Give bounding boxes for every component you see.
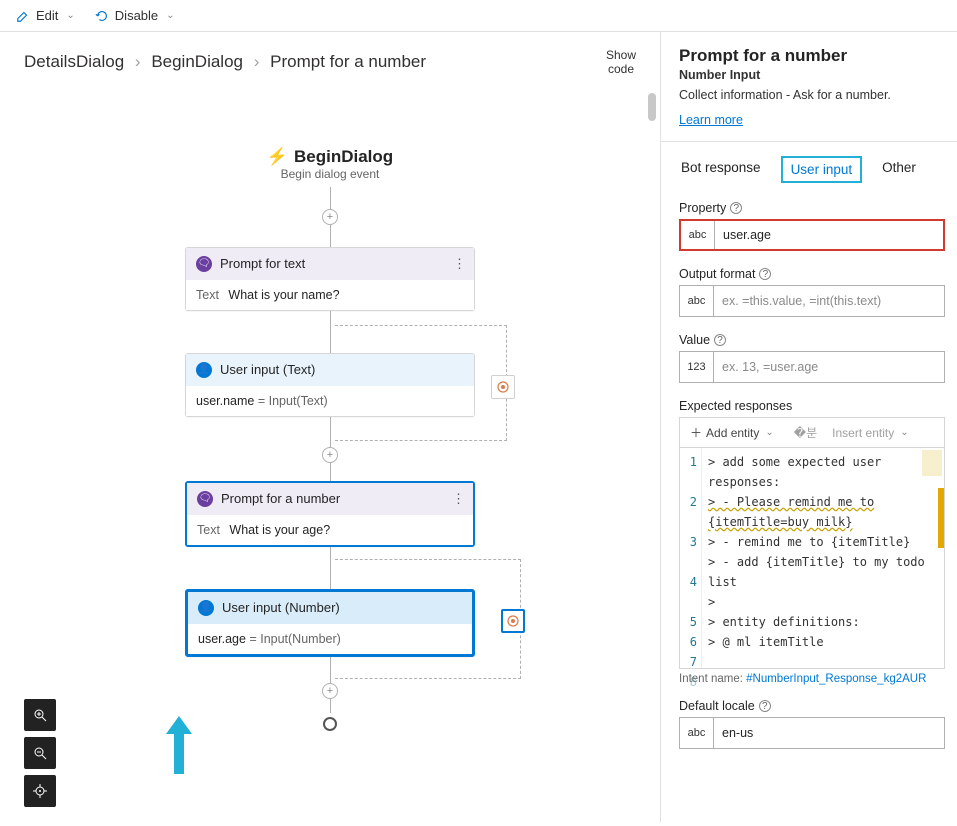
- minimap[interactable]: [922, 450, 942, 476]
- canvas-pane: DetailsDialog › BeginDialog › Prompt for…: [0, 32, 661, 822]
- connector: [330, 699, 331, 713]
- breadcrumb-item[interactable]: BeginDialog: [151, 52, 243, 71]
- tab-user-input[interactable]: User input: [781, 156, 863, 183]
- prompt-icon: 🗨: [197, 491, 213, 507]
- divider: [661, 141, 957, 142]
- prompt-text-card[interactable]: 🗨 Prompt for text ⋮ Text What is your na…: [185, 247, 475, 311]
- intent-link[interactable]: #NumberInput_Response_kg2AUR: [746, 673, 926, 685]
- end-node: [323, 717, 337, 731]
- connector: [330, 311, 331, 353]
- add-entity-button[interactable]: ＋ Add entity ⌄: [680, 418, 784, 447]
- connector: [330, 547, 331, 589]
- insert-entity-button[interactable]: �분ﾠInsert entity ⌄: [784, 418, 919, 447]
- type-prefix: abc: [681, 221, 715, 249]
- locale-input-row: abc: [679, 717, 945, 749]
- connector: [330, 657, 331, 683]
- help-icon[interactable]: ?: [759, 700, 771, 712]
- edit-label: Edit: [36, 8, 58, 23]
- connector: [330, 417, 331, 447]
- zoom-out-button[interactable]: [24, 737, 56, 769]
- prompt-number-card[interactable]: 🗨 Prompt for a number ⋮ Text What is you…: [185, 481, 475, 547]
- panel-subtype: Number Input: [679, 68, 945, 82]
- expected-label: Expected responses: [679, 399, 792, 413]
- edit-icon: [16, 9, 30, 23]
- add-node-button[interactable]: +: [322, 683, 338, 699]
- property-input[interactable]: [715, 221, 943, 249]
- show-code-button[interactable]: Show code: [606, 48, 636, 77]
- value-input[interactable]: [714, 352, 944, 382]
- outputfmt-input[interactable]: [714, 286, 944, 316]
- type-prefix: abc: [680, 718, 714, 748]
- panel-title: Prompt for a number: [679, 46, 945, 66]
- value-input-row: 123: [679, 351, 945, 383]
- breadcrumb-item[interactable]: DetailsDialog: [24, 52, 124, 71]
- toolbar: Edit ⌄ Disable ⌄: [0, 0, 957, 32]
- prompt-icon: 🗨: [196, 256, 212, 272]
- panel-tabs: Bot response User input Other: [679, 156, 945, 183]
- trigger-node[interactable]: ⚡BeginDialog Begin dialog event: [267, 147, 393, 181]
- help-icon[interactable]: ?: [730, 202, 742, 214]
- flow-canvas[interactable]: ⚡BeginDialog Begin dialog event + 🗨: [0, 87, 660, 817]
- user-icon: 👤: [196, 362, 212, 378]
- panel-description: Collect information - Ask for a number.: [679, 88, 945, 102]
- user-icon: 👤: [198, 600, 214, 616]
- scrollbar[interactable]: [648, 93, 656, 121]
- locale-label: Default locale: [679, 699, 755, 713]
- zoom-controls: [24, 699, 56, 807]
- locate-button[interactable]: [24, 775, 56, 807]
- line-gutter: 1 2 3 4 5678: [680, 448, 702, 668]
- outputfmt-input-row: abc: [679, 285, 945, 317]
- code-content[interactable]: > add some expected user responses: > - …: [702, 448, 944, 668]
- breakpoint-icon[interactable]: [491, 375, 515, 399]
- connector: [330, 187, 331, 209]
- chevron-down-icon: ⌄: [66, 10, 74, 21]
- help-icon[interactable]: ?: [759, 268, 771, 280]
- property-input-row: abc: [679, 219, 945, 251]
- expected-toolbar: ＋ Add entity ⌄ �분ﾠInsert entity ⌄: [679, 417, 945, 447]
- disable-button[interactable]: Disable ⌄: [95, 8, 175, 23]
- refresh-icon: [95, 9, 109, 23]
- card-menu-button[interactable]: ⋮: [452, 491, 465, 507]
- lightning-icon: ⚡: [267, 147, 288, 167]
- type-prefix: 123: [680, 352, 714, 382]
- connector: [330, 463, 331, 481]
- zoom-in-button[interactable]: [24, 699, 56, 731]
- outputfmt-label: Output format: [679, 267, 755, 281]
- breakpoint-icon[interactable]: [501, 609, 525, 633]
- edit-button[interactable]: Edit ⌄: [16, 8, 75, 23]
- locale-input[interactable]: [714, 718, 944, 748]
- breadcrumb: DetailsDialog › BeginDialog › Prompt for…: [24, 52, 426, 72]
- help-icon[interactable]: ?: [714, 334, 726, 346]
- value-label: Value: [679, 333, 710, 347]
- add-node-button[interactable]: +: [322, 447, 338, 463]
- tab-bot-response[interactable]: Bot response: [679, 156, 763, 183]
- disable-label: Disable: [115, 8, 158, 23]
- properties-panel: Prompt for a number Number Input Collect…: [661, 32, 957, 822]
- arrow-annotation: [164, 716, 194, 779]
- intent-name-row: Intent name: #NumberInput_Response_kg2AU…: [679, 673, 945, 685]
- type-prefix: abc: [680, 286, 714, 316]
- chevron-down-icon: ⌄: [166, 10, 174, 21]
- scrollbar[interactable]: [938, 488, 944, 548]
- add-node-button[interactable]: +: [322, 209, 338, 225]
- expected-responses-editor[interactable]: 1 2 3 4 5678 > add some expected user re…: [679, 447, 945, 669]
- breadcrumb-item[interactable]: Prompt for a number: [270, 52, 426, 71]
- property-label: Property: [679, 201, 726, 215]
- connector: [330, 225, 331, 247]
- card-menu-button[interactable]: ⋮: [453, 256, 466, 272]
- learn-more-link[interactable]: Learn more: [679, 113, 743, 127]
- tab-other[interactable]: Other: [880, 156, 918, 183]
